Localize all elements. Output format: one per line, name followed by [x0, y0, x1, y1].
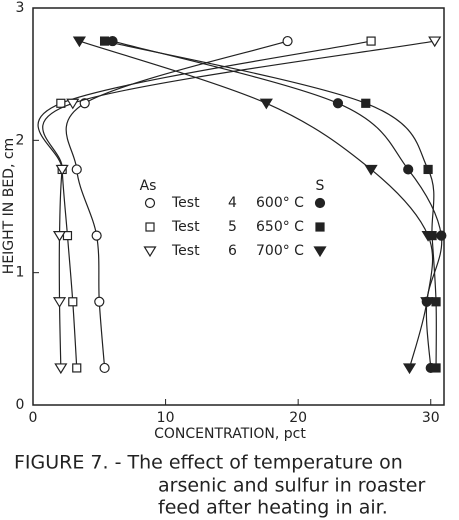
marker [62, 231, 73, 241]
marker [79, 98, 90, 109]
marker [421, 231, 435, 242]
marker [366, 36, 376, 46]
legend-test: Test [171, 219, 200, 235]
marker [436, 230, 447, 241]
marker [361, 98, 371, 108]
caption-line: arsenic and sulfur in roaster [158, 475, 425, 497]
y-tick-label: 1 [16, 265, 25, 281]
marker [402, 363, 417, 375]
legend-temp: 600° C [256, 195, 304, 211]
legend-temp: 650° C [256, 219, 304, 235]
marker [72, 36, 86, 48]
legend-marker [315, 222, 325, 232]
plot-frame [32, 7, 445, 406]
legend-number: 6 [228, 243, 237, 259]
marker [68, 297, 78, 307]
legend-marker [313, 246, 327, 258]
marker [428, 36, 442, 48]
marker [423, 164, 433, 175]
marker [52, 297, 67, 308]
y-tick-label: 3 [16, 0, 25, 16]
marker [56, 98, 66, 108]
legend-number: 4 [228, 195, 237, 211]
caption-line: FIGURE 7. - The effect of temperature on [14, 452, 403, 474]
marker [431, 363, 441, 373]
marker [55, 164, 69, 176]
y-tick-label: 0 [16, 397, 25, 413]
legend-marker [314, 197, 326, 209]
marker [403, 164, 414, 175]
x-axis-title: CONCENTRATION, pct [154, 426, 306, 442]
caption-line: feed after heating in air. [158, 497, 388, 519]
x-tick-label: 0 [29, 410, 38, 426]
marker [52, 231, 67, 242]
y-tick-label: 2 [16, 132, 25, 148]
x-tick-label: 30 [422, 410, 440, 426]
marker [54, 363, 68, 375]
marker [420, 297, 434, 308]
marker [364, 164, 378, 176]
x-tick-label: 10 [157, 410, 175, 426]
marker [99, 36, 110, 46]
marker [259, 98, 273, 110]
marker [94, 296, 105, 307]
marker [332, 98, 344, 109]
legend-temp: 700° C [256, 243, 304, 259]
legend-header: As [140, 178, 157, 194]
marker [107, 35, 118, 47]
legend-test: Test [171, 195, 200, 211]
legend-marker [145, 222, 155, 232]
legend-marker [143, 246, 157, 258]
series-line [42, 40, 435, 368]
marker [282, 35, 293, 47]
marker [72, 363, 82, 373]
legend-marker [144, 197, 156, 209]
legend-test: Test [171, 243, 200, 259]
marker [99, 362, 110, 374]
legend-header: S [316, 178, 325, 194]
x-tick-label: 20 [289, 410, 307, 426]
marker [431, 297, 441, 307]
marker [66, 98, 80, 110]
y-axis-title: HEIGHT IN BED, cm [1, 138, 17, 274]
legend-number: 5 [228, 219, 237, 235]
marker [71, 164, 82, 175]
marker [91, 230, 102, 241]
